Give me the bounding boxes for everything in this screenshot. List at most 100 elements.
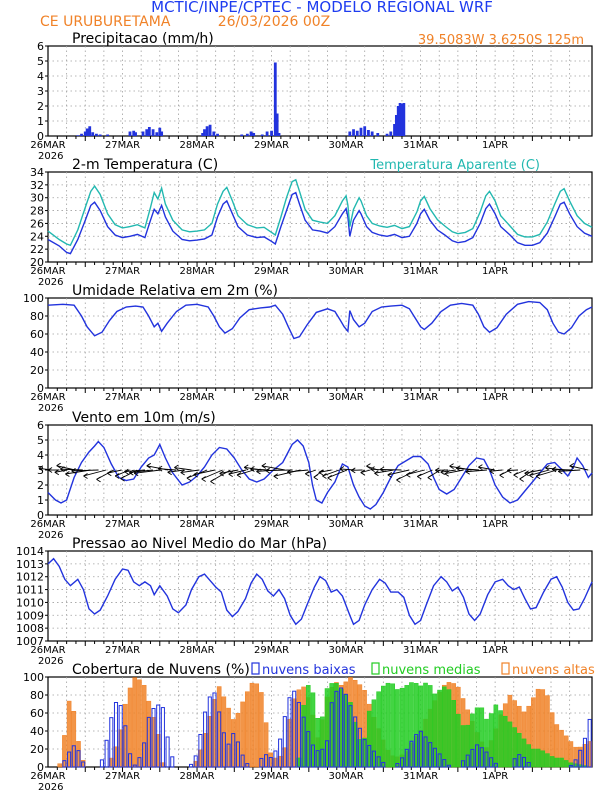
cloud-bar: [452, 700, 456, 767]
wind-vector: [380, 469, 401, 470]
series-line: [48, 302, 592, 339]
x-tick-label: 28MAR: [179, 392, 214, 403]
precip-bar: [276, 114, 279, 137]
x-tick-label: 28MAR: [179, 266, 214, 277]
wind-vector-head: [244, 465, 248, 468]
cloud-bar: [259, 692, 263, 767]
y-tick-label: 40: [30, 346, 44, 359]
precip-bar: [402, 103, 405, 136]
plot-frame: [48, 172, 592, 262]
cloud-bar: [171, 757, 174, 767]
y-tick-label: 24: [30, 230, 44, 243]
x-year-label: 2026: [38, 151, 63, 162]
wind-vector-head: [520, 479, 524, 482]
wind-vector-head: [500, 475, 504, 478]
cloud-bar: [400, 688, 404, 767]
precip-bar: [106, 135, 109, 137]
y-tick-label: 100: [23, 671, 44, 684]
y-tick-label: 20: [30, 364, 44, 377]
wind-vector-head: [450, 464, 454, 467]
x-tick-label: 26MAR: [30, 519, 65, 530]
y-tick-label: 1012: [16, 571, 44, 584]
wind-vector-head: [520, 477, 524, 480]
y-tick-label: 80: [30, 310, 44, 323]
cloud-bar: [255, 684, 259, 767]
wind-vector-head: [428, 475, 432, 478]
cloud-bar: [503, 716, 507, 767]
x-tick-label: 26MAR: [30, 771, 65, 782]
panel-title: Pressao ao Nivel Medio do Mar (hPa): [72, 536, 327, 552]
precip-bar: [266, 132, 269, 137]
precip-bar: [371, 132, 374, 137]
run-label: 26/03/2026 00Z: [218, 14, 331, 30]
panel-title: Cobertura de Nuvens (%): [72, 662, 250, 678]
y-tick-label: 1010: [16, 596, 44, 609]
wind-vector-head: [107, 473, 111, 476]
cloud-bar: [536, 749, 540, 767]
panel-title: Precipitacao (mm/h): [72, 31, 214, 47]
cloud-bar: [100, 760, 103, 767]
wind-vector-head: [168, 472, 172, 475]
x-tick-label: 27MAR: [105, 645, 140, 656]
precip-bar: [360, 128, 363, 136]
x-tick-label: 28MAR: [179, 140, 214, 151]
wind-vector-head: [55, 472, 59, 475]
precip-bar: [91, 132, 94, 136]
cloud-bar: [555, 758, 559, 767]
x-tick-label: 31MAR: [403, 645, 438, 656]
x-tick-label: 30MAR: [329, 392, 364, 403]
y-tick-label: 1011: [16, 584, 44, 597]
legend-label: nuvens altas: [512, 663, 595, 678]
precip-bar: [246, 134, 249, 136]
wind-vector-head: [328, 478, 332, 481]
cloud-bar: [245, 692, 249, 767]
x-year-label: 2026: [38, 277, 63, 288]
precip-bar: [148, 127, 151, 136]
wind-vector-head: [314, 477, 318, 480]
wind-vector-head: [374, 473, 378, 476]
wind-vector-head: [147, 463, 151, 466]
y-tick-label: 1009: [16, 609, 44, 622]
precip-bar: [80, 134, 83, 136]
wind-vector-head: [396, 480, 400, 483]
x-tick-label: 1APR: [482, 519, 508, 530]
x-tick-label: 26MAR: [30, 266, 65, 277]
precip-bar: [160, 132, 163, 137]
wind-vector-head: [274, 476, 278, 479]
location-label: CE URUBURETAMA: [40, 14, 171, 30]
x-tick-label: 1APR: [482, 266, 508, 277]
precip-bar: [261, 135, 264, 137]
x-tick-label: 28MAR: [179, 771, 214, 782]
x-tick-label: 1APR: [482, 645, 508, 656]
cloud-bar: [564, 760, 568, 767]
precip-bar: [203, 129, 206, 136]
y-tick-label: 32: [30, 179, 44, 192]
x-tick-label: 28MAR: [179, 519, 214, 530]
precip-bar: [134, 132, 137, 136]
y-tick-label: 1: [37, 494, 44, 507]
precip-bar: [152, 129, 155, 136]
wind-vector-head: [65, 474, 69, 477]
y-tick-label: 2: [37, 100, 44, 113]
cloud-bar: [391, 684, 395, 767]
y-tick-label: 28: [30, 205, 44, 218]
wind-vector-head: [121, 476, 125, 479]
x-tick-label: 30MAR: [329, 266, 364, 277]
x-year-label: 2026: [38, 403, 63, 414]
wind-vector-head: [211, 481, 215, 484]
cloud-bar: [545, 754, 549, 767]
series-line: [48, 559, 592, 625]
x-tick-label: 1APR: [482, 771, 508, 782]
precip-bar: [155, 132, 158, 136]
wind-vector-head: [84, 476, 88, 479]
y-tick-label: 4: [37, 70, 44, 83]
precip-bar: [88, 126, 91, 136]
cloud-bar: [456, 714, 460, 767]
cloud-bar: [133, 678, 137, 767]
x-tick-label: 29MAR: [254, 771, 289, 782]
cloud-bar: [447, 690, 451, 767]
cloud-bar: [377, 692, 381, 767]
cloud-bar: [395, 689, 399, 767]
wind-vector-head: [229, 474, 233, 477]
